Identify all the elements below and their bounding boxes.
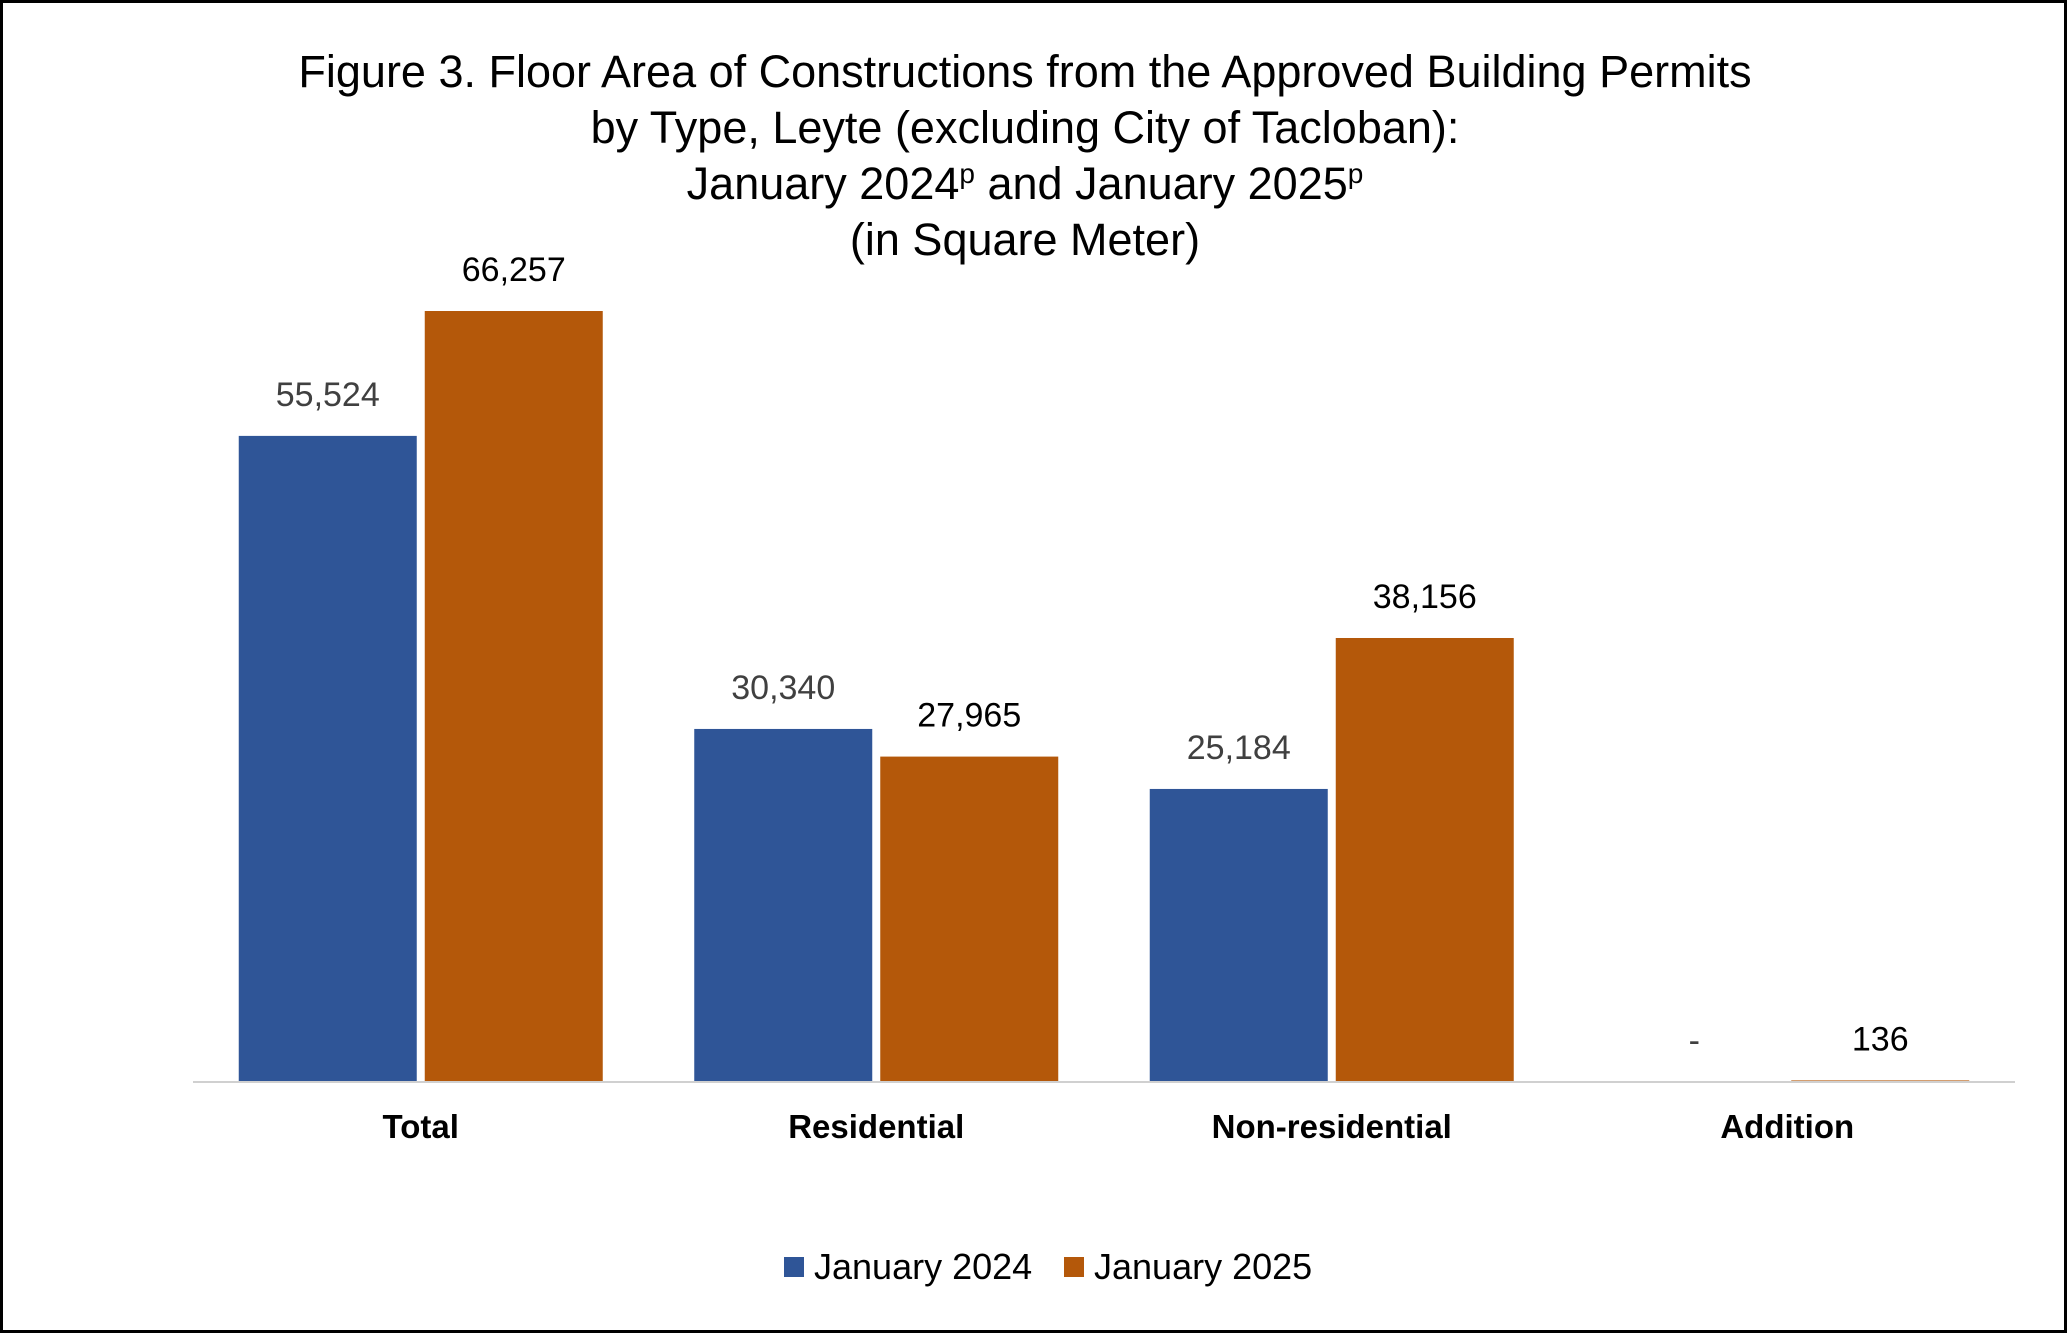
title-line-3-part-2: and January 2025 xyxy=(975,158,1348,209)
category-labels-layer: Total Residential Non-residential Addition xyxy=(383,1108,1855,1145)
category-label-total: Total xyxy=(383,1108,459,1145)
data-label-total-january-2024: 55,524 xyxy=(276,376,380,414)
bar-residential-january-2025 xyxy=(880,756,1059,1082)
title-line-4: (in Square Meter) xyxy=(850,214,1200,265)
legend-swatch-january-2025 xyxy=(1064,1257,1084,1277)
data-label-addition-january-2024: - xyxy=(1689,1022,1700,1060)
bars-layer xyxy=(238,311,1970,1082)
title-line-3-superscript-1: p xyxy=(959,158,975,189)
chart-title: Figure 3. Floor Area of Constructions fr… xyxy=(298,46,1751,265)
data-labels-layer: 55,524 66,257 30,340 27,965 25,184 38,156 - 136 xyxy=(276,251,1909,1060)
data-label-total-january-2025: 66,257 xyxy=(462,251,566,289)
title-line-1: Figure 3. Floor Area of Constructions fr… xyxy=(298,46,1751,97)
category-label-addition: Addition xyxy=(1720,1108,1854,1145)
data-label-addition-january-2025: 136 xyxy=(1852,1020,1909,1058)
bar-non-residential-january-2025 xyxy=(1335,637,1514,1082)
data-label-residential-january-2025: 27,965 xyxy=(917,697,1021,735)
data-label-residential-january-2024: 30,340 xyxy=(731,669,835,707)
title-line-3-superscript-2: p xyxy=(1348,158,1364,189)
bar-non-residential-january-2024 xyxy=(1149,788,1328,1082)
data-label-non-residential-january-2025: 38,156 xyxy=(1373,578,1477,616)
legend-swatch-january-2024 xyxy=(784,1257,804,1277)
category-label-residential: Residential xyxy=(788,1108,964,1145)
category-label-non-residential: Non-residential xyxy=(1212,1108,1452,1145)
bar-total-january-2025 xyxy=(424,311,603,1082)
title-line-2: by Type, Leyte (excluding City of Taclob… xyxy=(591,102,1460,153)
title-line-3-part-1: January 2024 xyxy=(687,158,960,209)
legend-label-january-2024: January 2024 xyxy=(814,1246,1032,1287)
legend: January 2024 January 2025 xyxy=(784,1246,1312,1287)
bar-total-january-2024 xyxy=(238,435,417,1082)
legend-label-january-2025: January 2025 xyxy=(1094,1246,1312,1287)
data-label-non-residential-january-2024: 25,184 xyxy=(1187,729,1291,767)
bar-residential-january-2024 xyxy=(694,728,873,1082)
title-line-3: January 2024p and January 2025p xyxy=(687,158,1364,209)
